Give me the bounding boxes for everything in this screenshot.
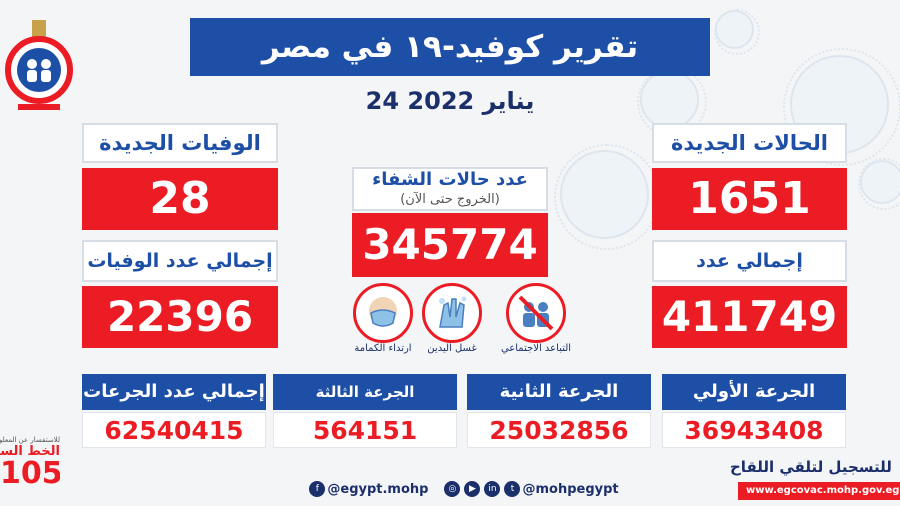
precaution-label: غسل اليدين bbox=[427, 343, 477, 354]
virus-decoration bbox=[553, 143, 660, 250]
total-deaths-value: 22396 bbox=[82, 286, 278, 348]
new-cases-label: الحالات الجديدة bbox=[652, 123, 847, 163]
linkedin-icon[interactable]: in bbox=[484, 481, 501, 497]
first-dose-value: 36943408 bbox=[662, 412, 846, 448]
hand-wash-icon bbox=[422, 283, 482, 343]
new-deaths-value: 28 bbox=[82, 168, 278, 230]
total-cases-value: 411749 bbox=[652, 286, 847, 348]
hotline-label: الخط الساخ bbox=[0, 444, 60, 459]
report-title: تقرير كوفيد-١٩ في مصر bbox=[190, 18, 710, 76]
face-mask-icon bbox=[353, 283, 413, 343]
precaution-label: التباعد الاجتماعي bbox=[500, 343, 572, 354]
new-deaths-label: الوفيات الجديدة bbox=[82, 123, 278, 163]
report-date: 24 يناير 2022 bbox=[365, 87, 535, 115]
twitter-icon[interactable]: t bbox=[504, 481, 521, 497]
virus-decoration bbox=[713, 8, 760, 55]
total-deaths-label: إجمالي عدد الوفيات bbox=[82, 240, 278, 282]
ministry-logo bbox=[4, 20, 74, 115]
second-dose-value: 25032856 bbox=[467, 412, 651, 448]
third-dose-value: 564151 bbox=[273, 412, 457, 448]
hotline-box: للاستفسار عن المعلومات والم الخط الساخ 1… bbox=[0, 436, 60, 506]
facebook-icon[interactable]: f bbox=[309, 481, 326, 497]
recovered-label-box: عدد حالات الشفاء (الخروج حتى الآن) bbox=[352, 167, 548, 211]
total-doses-label: إجمالي عدد الجرعات bbox=[82, 374, 266, 410]
facebook-handle[interactable]: @egypt.mohp bbox=[327, 481, 429, 497]
recovered-sublabel: (الخروج حتى الآن) bbox=[400, 192, 500, 207]
no-crowd-icon bbox=[506, 283, 566, 343]
instagram-icon[interactable]: ◎ bbox=[444, 481, 461, 497]
social-footer: f @egypt.mohp ◎ ▶ in t @mohpegypt bbox=[298, 480, 628, 498]
recovered-label: عدد حالات الشفاء bbox=[372, 169, 528, 190]
virus-decoration bbox=[636, 66, 707, 137]
third-dose-label: الجرعة الثالثة (التنشيطية) bbox=[273, 374, 457, 437]
total-doses-value: 62540415 bbox=[82, 412, 266, 448]
precaution-label: ارتداء الكمامة bbox=[354, 343, 412, 354]
vaccine-registration-text: للتسجيل لتلقي اللقاح bbox=[730, 458, 892, 476]
new-cases-value: 1651 bbox=[652, 168, 847, 230]
vaccine-registration-url[interactable]: www.egcovac.mohp.gov.eg bbox=[738, 482, 900, 500]
social-handle[interactable]: @mohpegypt bbox=[522, 481, 619, 497]
precaution-hand-washing: غسل اليدين bbox=[412, 283, 492, 354]
youtube-icon[interactable]: ▶ bbox=[464, 481, 481, 497]
hotline-note: للاستفسار عن المعلومات والم bbox=[0, 436, 60, 444]
precaution-face-mask: ارتداء الكمامة bbox=[343, 283, 423, 354]
hotline-number: 105 bbox=[0, 456, 60, 491]
second-dose-label: الجرعة الثانية bbox=[467, 374, 651, 410]
first-dose-label: الجرعة الأولي bbox=[662, 374, 846, 410]
virus-decoration bbox=[858, 158, 900, 210]
total-cases-label: إجمالي عدد المصابين bbox=[652, 240, 847, 310]
precaution-social-distancing: التباعد الاجتماعي bbox=[496, 283, 576, 354]
recovered-value: 345774 bbox=[352, 213, 548, 277]
